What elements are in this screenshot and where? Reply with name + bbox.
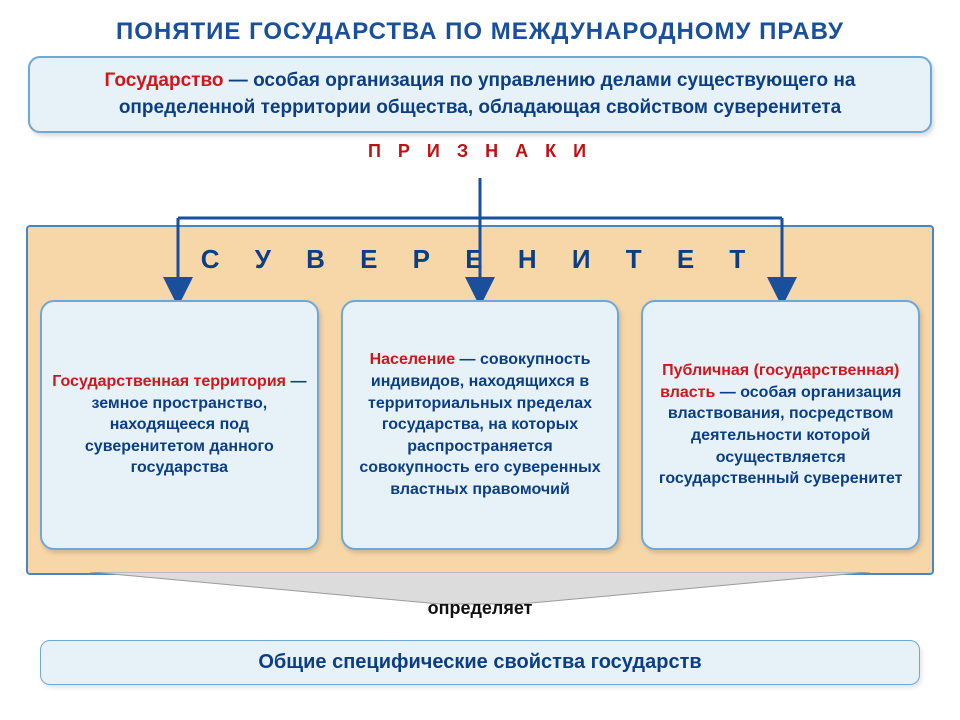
- page-title: ПОНЯТИЕ ГОСУДАРСТВА ПО МЕЖДУНАРОДНОМУ ПР…: [0, 0, 960, 56]
- card-dash: —: [715, 384, 740, 401]
- card-territory: Государственная территория — земное прос…: [40, 300, 319, 550]
- card-rest: земное пространство, находящееся под сув…: [85, 395, 274, 477]
- definition-box: Государство — особая организация по упра…: [28, 56, 932, 133]
- card-dash: —: [455, 351, 480, 368]
- definition-term: Государство: [105, 70, 224, 91]
- card-public-power: Публичная (государственная) власть — осо…: [641, 300, 920, 550]
- card-rest: совокупность индивидов, находящихся в те…: [359, 351, 600, 498]
- card-dash: —: [286, 373, 306, 390]
- card-population: Население — совокупность индивидов, нахо…: [341, 300, 620, 550]
- sovereignty-title: С У В Е Р Е Н И Т Е Т: [0, 244, 960, 275]
- bottom-box: Общие специфические свойства государств: [40, 640, 920, 685]
- definition-dash: —: [224, 70, 254, 91]
- card-term: Население: [370, 351, 456, 368]
- cards-row: Государственная территория — земное прос…: [40, 300, 920, 550]
- card-term: Государственная территория: [52, 373, 286, 390]
- defines-label: определяет: [0, 598, 960, 619]
- priznaki-label: П Р И З Н А К И: [0, 141, 960, 162]
